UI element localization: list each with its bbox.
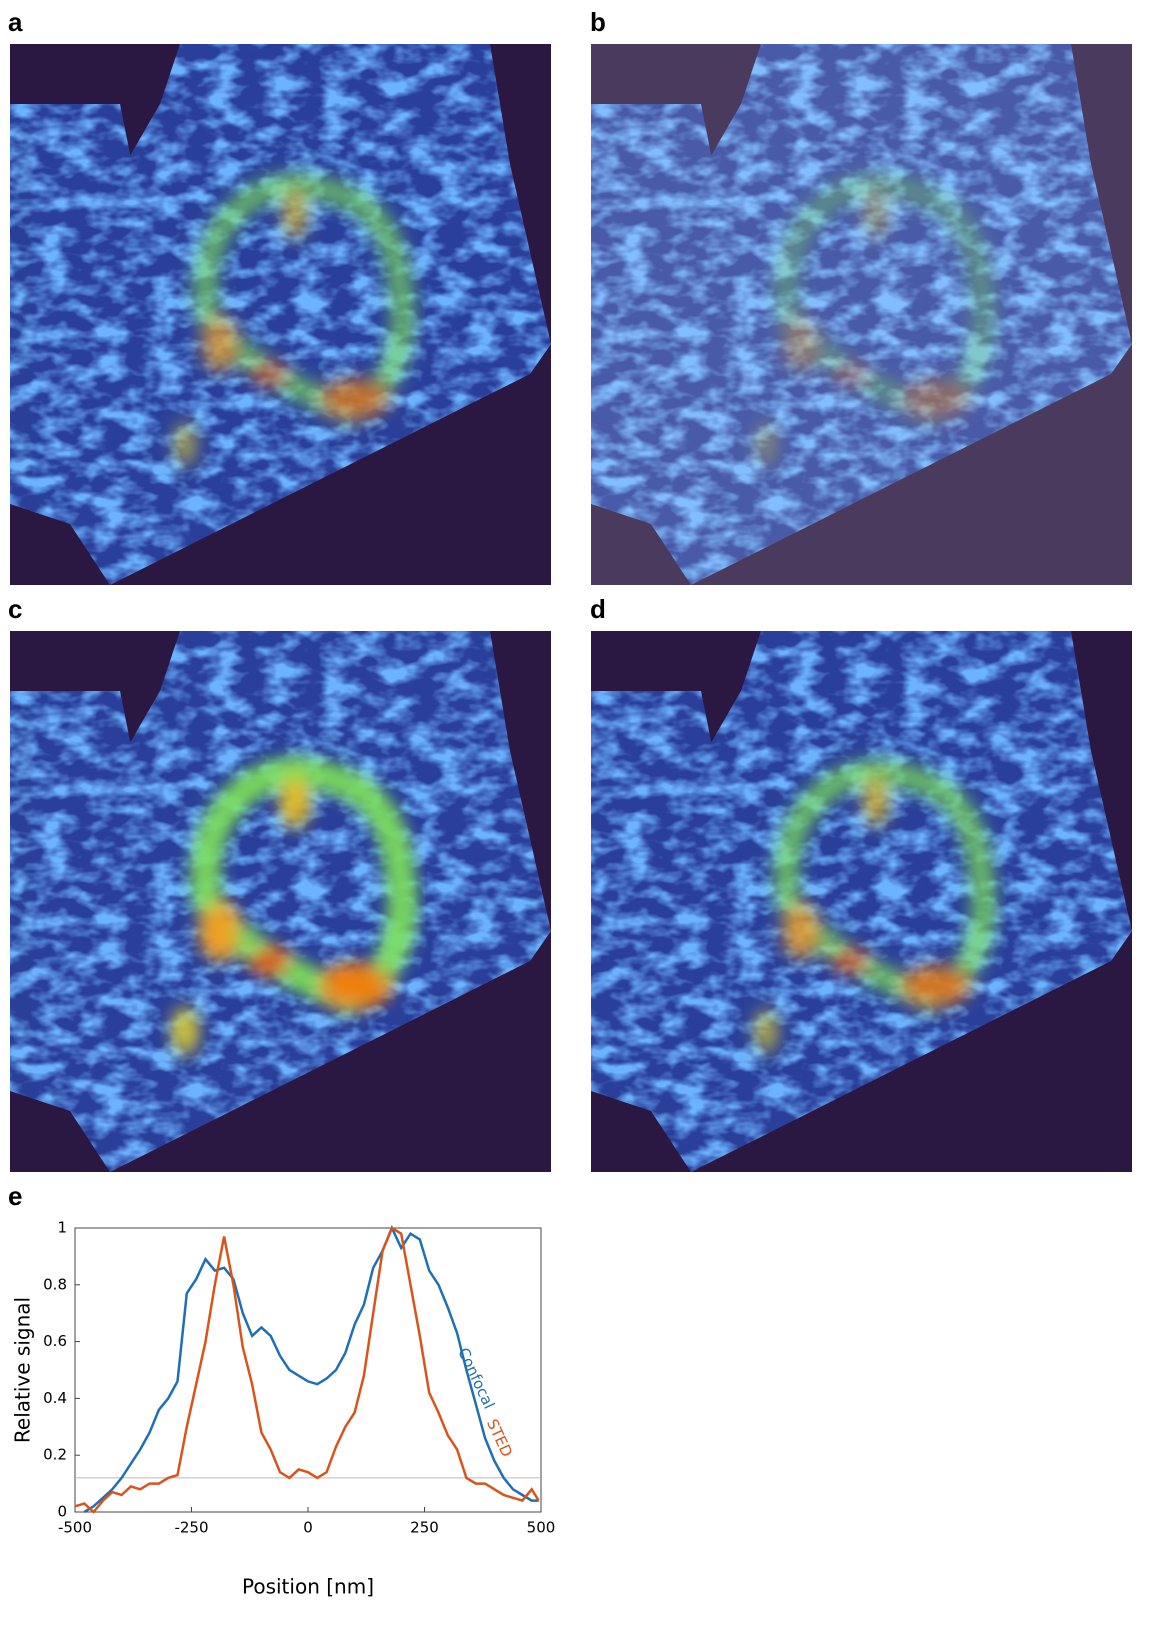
- panel-label: a: [8, 7, 23, 37]
- panel-label: e: [8, 1181, 22, 1211]
- page: a b c d e Position [nm] Relative signal …: [0, 0, 1165, 1629]
- y-tick-label: 1: [57, 1219, 67, 1237]
- x-tick-label: 250: [410, 1519, 439, 1537]
- image-b: [591, 44, 1132, 585]
- series-label: STED: [483, 1416, 516, 1460]
- y-axis-label: Relative signal: [11, 1297, 35, 1443]
- y-tick-label: 0.2: [43, 1446, 67, 1464]
- y-tick-label: 0.4: [43, 1389, 67, 1407]
- x-axis-label: Position [nm]: [242, 1575, 374, 1599]
- y-tick-label: 0: [57, 1503, 67, 1521]
- y-tick-label: 0.6: [43, 1332, 67, 1350]
- x-tick-label: -500: [58, 1519, 92, 1537]
- panel-label: d: [590, 594, 606, 624]
- figure: a b c d e Position [nm] Relative signal …: [0, 0, 1165, 1629]
- image-a: [10, 44, 551, 585]
- panel-label: b: [590, 7, 606, 37]
- image-c: [10, 631, 551, 1172]
- y-tick-label: 0.8: [43, 1275, 67, 1293]
- x-tick-label: 0: [303, 1519, 313, 1537]
- x-tick-label: -250: [174, 1519, 208, 1537]
- x-tick-label: 500: [527, 1519, 556, 1537]
- panel-label: c: [8, 594, 22, 624]
- image-d: [591, 631, 1132, 1172]
